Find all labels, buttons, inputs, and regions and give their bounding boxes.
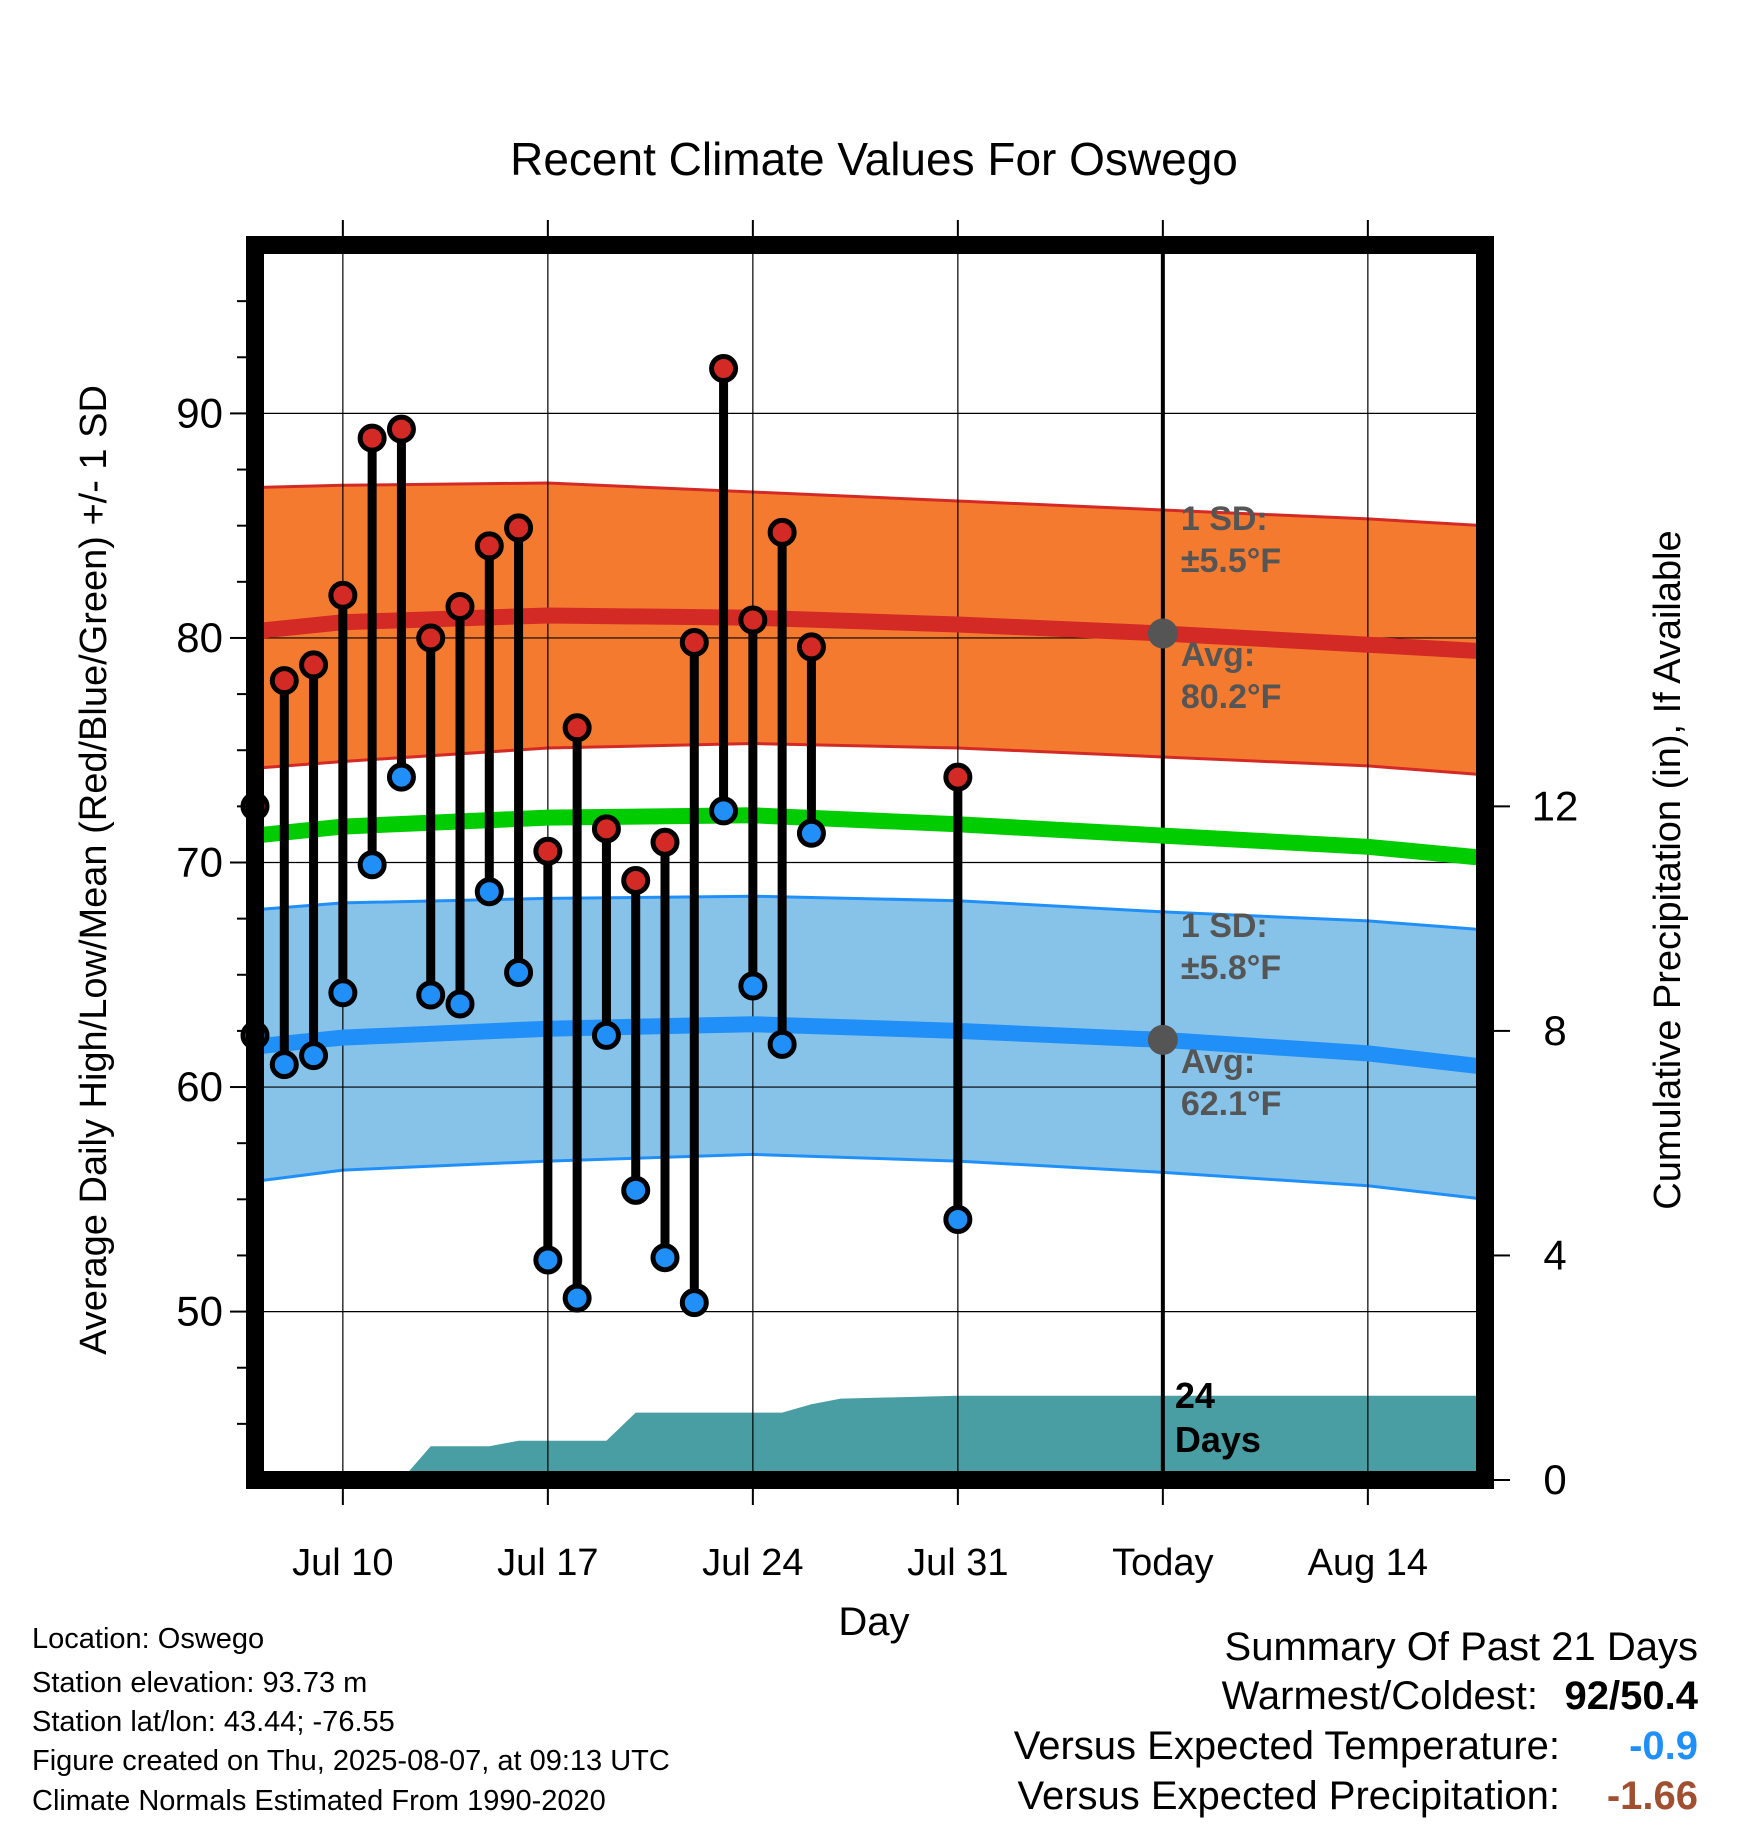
info-latlon: Station lat/lon: 43.44; -76.55 (32, 1706, 395, 1738)
observed-low-point (328, 978, 358, 1008)
low-sd-value: ±5.8°F (1181, 949, 1281, 987)
summary-warmest-value: 92/50.4 (1564, 1674, 1698, 1718)
high-mean-line (254, 607, 1486, 660)
observed-high-point (474, 531, 504, 561)
days-word: Days (1175, 1419, 1261, 1460)
y2-tick-label: 4 (1543, 1231, 1566, 1278)
info-normals: Climate Normals Estimated From 1990-2020 (32, 1785, 606, 1817)
observed-low-point (738, 971, 768, 1001)
chart-title: Recent Climate Values For Oswego (510, 133, 1238, 185)
info-created: Figure created on Thu, 2025-08-07, at 09… (32, 1745, 670, 1777)
observed-high-point (796, 632, 826, 662)
x-tick-label: Jul 10 (292, 1542, 393, 1584)
x-tick-label: Today (1112, 1542, 1213, 1584)
high-sd-upper-edge (254, 481, 1486, 528)
observed-high-point (767, 517, 797, 547)
observed-high-point (269, 666, 299, 696)
summary-precip-label: Versus Expected Precipitation: (1017, 1774, 1560, 1818)
observed-high-point (591, 814, 621, 844)
observed-high-point (650, 827, 680, 857)
low-avg-title: Avg: (1181, 1043, 1255, 1081)
today-low-avg-marker (1147, 1024, 1178, 1055)
plot-frame (246, 236, 1494, 1489)
observed-low-point (562, 1283, 592, 1313)
summary-temp-value: -0.9 (1629, 1724, 1698, 1768)
days-count: 24 (1175, 1375, 1215, 1416)
observed-high-point (299, 650, 329, 680)
high-avg-value: 80.2°F (1181, 678, 1282, 716)
x-tick-label: Jul 31 (907, 1542, 1008, 1584)
observed-high-point (621, 865, 651, 895)
observed-low-point (299, 1041, 329, 1071)
x-axis-label: Day (838, 1600, 909, 1644)
observed-high-point (562, 713, 592, 743)
observed-high-point (357, 423, 387, 453)
observed-low-point (474, 877, 504, 907)
observed-high-point (445, 592, 475, 622)
info-location: Location: Oswego (32, 1623, 265, 1655)
summary-precip-value: -1.66 (1606, 1774, 1698, 1818)
x-tick-label: Jul 24 (702, 1542, 803, 1584)
high-sd-title: 1 SD: (1181, 500, 1268, 538)
observed-low-point (943, 1205, 973, 1235)
observed-high-point (416, 623, 446, 653)
observed-low-point (416, 980, 446, 1010)
high-sd-value: ±5.5°F (1181, 542, 1281, 580)
y-tick-label: 90 (176, 389, 223, 436)
low-sd-title: 1 SD: (1181, 907, 1268, 945)
observed-low-point (650, 1243, 680, 1273)
summary-temp-label: Versus Expected Temperature: (1013, 1724, 1560, 1768)
y2-tick-label: 8 (1543, 1007, 1566, 1054)
observed-low-point (796, 818, 826, 848)
observed-low-point (679, 1288, 709, 1318)
summary-warmest-label: Warmest/Coldest: (1221, 1674, 1538, 1718)
observed-high-point (679, 627, 709, 657)
y2-tick-label: 0 (1543, 1456, 1566, 1503)
observed-low-point (386, 762, 416, 792)
high-sd-lower-edge (254, 741, 1486, 777)
observed-high-point (943, 762, 973, 792)
observed-low-point (709, 796, 739, 826)
observed-high-point (709, 354, 739, 383)
plot-area: 1 SD: ±5.5°F Avg: 80.2°F 1 SD: ±5.8°F Avg: 62.1… (176, 220, 1578, 1584)
y2-axis-label: Cumulative Precipitation (in), If Availa… (1647, 530, 1689, 1209)
high-avg-title: Avg: (1181, 636, 1255, 674)
precip-area (255, 1395, 1485, 1480)
y-axis-label: Average Daily High/Low/Mean (Red/Blue/Gr… (73, 385, 115, 1355)
y-tick-label: 50 (176, 1288, 223, 1335)
x-tick-label: Jul 17 (497, 1542, 598, 1584)
observed-low-point (767, 1029, 797, 1059)
observed-high-point (386, 414, 416, 444)
low-sd-upper-edge (254, 894, 1486, 932)
x-tick-label: Aug 14 (1308, 1542, 1428, 1584)
observed-low-point (269, 1050, 299, 1080)
low-mean-line (254, 1016, 1486, 1075)
low-avg-value: 62.1°F (1181, 1085, 1282, 1123)
today-high-avg-marker (1147, 618, 1178, 649)
y-tick-label: 70 (176, 839, 223, 886)
summary-title: Summary Of Past 21 Days (1224, 1625, 1698, 1669)
observed-high-point (533, 836, 563, 866)
observed-low-point (504, 958, 534, 988)
observed-low-point (445, 989, 475, 1019)
y2-tick-label: 12 (1532, 782, 1579, 829)
observed-low-point (591, 1020, 621, 1050)
observed-low-point (357, 850, 387, 880)
observed-high-point (328, 580, 358, 610)
observed-low-point (533, 1245, 563, 1275)
observed-low-point (621, 1175, 651, 1205)
observed-high-point (504, 513, 534, 543)
info-elevation: Station elevation: 93.73 m (32, 1667, 368, 1699)
mean-line (254, 807, 1486, 866)
y-tick-label: 60 (176, 1063, 223, 1110)
low-sd-band (255, 896, 1485, 1200)
observed-high-point (738, 605, 768, 635)
y-tick-label: 80 (176, 614, 223, 661)
low-sd-lower-edge (254, 1152, 1486, 1201)
